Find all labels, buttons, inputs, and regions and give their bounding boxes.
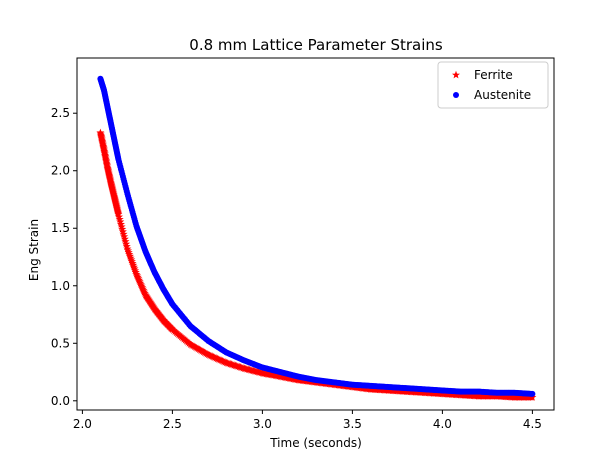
data-point xyxy=(149,303,158,312)
data-point xyxy=(528,390,535,397)
data-point xyxy=(158,315,167,323)
y-tick-label: 2.5 xyxy=(51,106,70,120)
data-point xyxy=(121,237,130,245)
data-point xyxy=(120,234,129,243)
data-point xyxy=(203,349,212,358)
x-tick-label: 3.5 xyxy=(343,417,362,431)
data-point xyxy=(221,358,230,366)
y-tick-label: 2.0 xyxy=(51,164,70,178)
x-tick-label: 4.5 xyxy=(523,417,542,431)
legend-box xyxy=(437,61,549,109)
y-tick-label: 1.0 xyxy=(51,279,70,293)
y-tick-label: 1.5 xyxy=(51,221,70,235)
data-point xyxy=(174,330,183,339)
data-point xyxy=(99,144,108,153)
chart-title: 0.8 mm Lattice Parameter Strains xyxy=(189,36,443,54)
data-point xyxy=(182,337,191,345)
data-point xyxy=(131,268,140,276)
data-point xyxy=(140,289,149,297)
data-point xyxy=(120,232,129,241)
legend-marker-austenite xyxy=(453,92,459,98)
data-point xyxy=(173,329,182,338)
legend: Ferrite Austenite xyxy=(437,61,549,109)
series-austenite xyxy=(97,75,536,397)
plot-area: 2.0 2.5 3.0 3.5 4.0 4.5 0.0 0.5 1.0 1.5 2.0 2.5 xyxy=(51,57,555,431)
data-point xyxy=(122,242,131,250)
data-point xyxy=(123,188,130,195)
x-tick-label: 4.0 xyxy=(433,417,452,431)
y-axis-label: Eng Strain xyxy=(27,219,41,281)
data-point xyxy=(179,334,188,343)
data-point xyxy=(178,333,187,342)
data-point xyxy=(119,229,128,238)
x-tick-label: 2.0 xyxy=(73,417,92,431)
x-tick-label: 2.5 xyxy=(163,417,182,431)
data-point xyxy=(177,332,186,341)
data-point xyxy=(103,162,112,171)
data-point xyxy=(115,212,124,221)
y-tick-label: 0.5 xyxy=(51,336,70,350)
data-point xyxy=(118,227,127,236)
data-point xyxy=(176,331,185,340)
data-point xyxy=(169,326,178,334)
data-point xyxy=(118,225,127,233)
data-point xyxy=(527,393,536,401)
data-point xyxy=(185,339,194,347)
x-axis-label: Time (seconds) xyxy=(269,436,362,450)
legend-label-austenite: Austenite xyxy=(474,88,531,102)
data-point xyxy=(114,209,123,217)
series-ferrite xyxy=(96,128,537,401)
data-point xyxy=(117,222,126,231)
data-point xyxy=(181,335,190,344)
data-point xyxy=(116,217,125,226)
data-point xyxy=(167,324,176,333)
plot-frame xyxy=(76,57,555,411)
data-point xyxy=(115,215,124,223)
data-point xyxy=(172,328,181,337)
data-point xyxy=(183,338,192,346)
legend-marker-ferrite xyxy=(452,70,460,79)
legend-label-ferrite: Ferrite xyxy=(474,68,513,82)
y-tick-label: 0.0 xyxy=(51,394,70,408)
data-point xyxy=(122,239,131,248)
data-point xyxy=(170,327,179,336)
x-tick-label: 3.0 xyxy=(253,417,272,431)
data-point xyxy=(116,220,125,228)
